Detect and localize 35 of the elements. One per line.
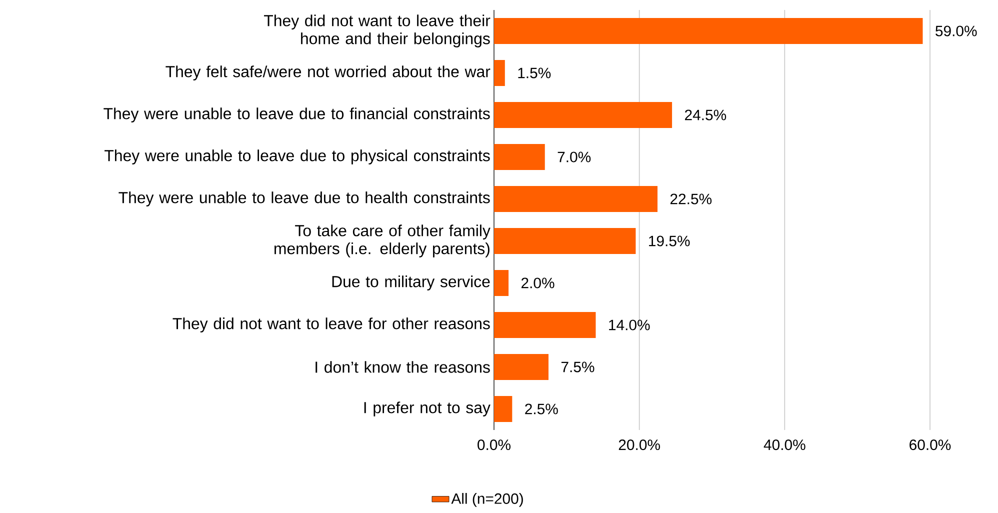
data-label: 7.5% bbox=[561, 362, 594, 372]
y-tick-label: They felt safe/were not worried about the war bbox=[166, 66, 490, 80]
bar bbox=[494, 186, 658, 212]
bar bbox=[494, 396, 512, 422]
bar bbox=[494, 354, 549, 380]
data-label: 19.5% bbox=[649, 236, 690, 246]
bar bbox=[494, 102, 672, 128]
data-label: 2.5% bbox=[525, 404, 558, 414]
y-tick-label: I don’t know the reasons bbox=[316, 361, 490, 373]
bar bbox=[494, 144, 545, 170]
bar bbox=[494, 270, 509, 296]
data-label: 22.5% bbox=[670, 194, 712, 204]
y-tick-label: They did not want to leave for other reasons bbox=[172, 318, 490, 332]
data-label: 1.5% bbox=[518, 68, 551, 78]
bar bbox=[494, 312, 596, 338]
y-tick-label: To take care of other family members (i.e. elderly parents) bbox=[274, 224, 490, 258]
data-label: 24.5% bbox=[684, 110, 726, 120]
y-tick-label: They were unable to leave due to health constraints bbox=[118, 192, 490, 206]
bar bbox=[494, 18, 923, 44]
bar bbox=[494, 228, 636, 254]
x-tick-label: 20.0% bbox=[618, 440, 660, 450]
data-label: 59.0% bbox=[936, 26, 977, 36]
y-tick-label: They were unable to leave due to physical constraints bbox=[104, 150, 490, 164]
y-tick-label: I prefer not to say bbox=[364, 402, 490, 416]
y-tick-label: They were unable to leave due to financial constraints bbox=[104, 108, 490, 122]
data-label: 7.0% bbox=[558, 152, 591, 162]
x-tick-label: 60.0% bbox=[910, 440, 951, 450]
x-tick-label: 40.0% bbox=[764, 440, 806, 450]
data-label: 14.0% bbox=[609, 320, 650, 330]
bar bbox=[494, 60, 505, 86]
x-tick-label: 0.0% bbox=[478, 440, 510, 450]
y-tick-label: They did not want to leave their home and their belongings bbox=[264, 14, 490, 48]
y-tick-label: Due to military service bbox=[332, 276, 490, 290]
data-label: 2.0% bbox=[521, 278, 554, 288]
legend-label: All (n=200) bbox=[451, 492, 523, 507]
